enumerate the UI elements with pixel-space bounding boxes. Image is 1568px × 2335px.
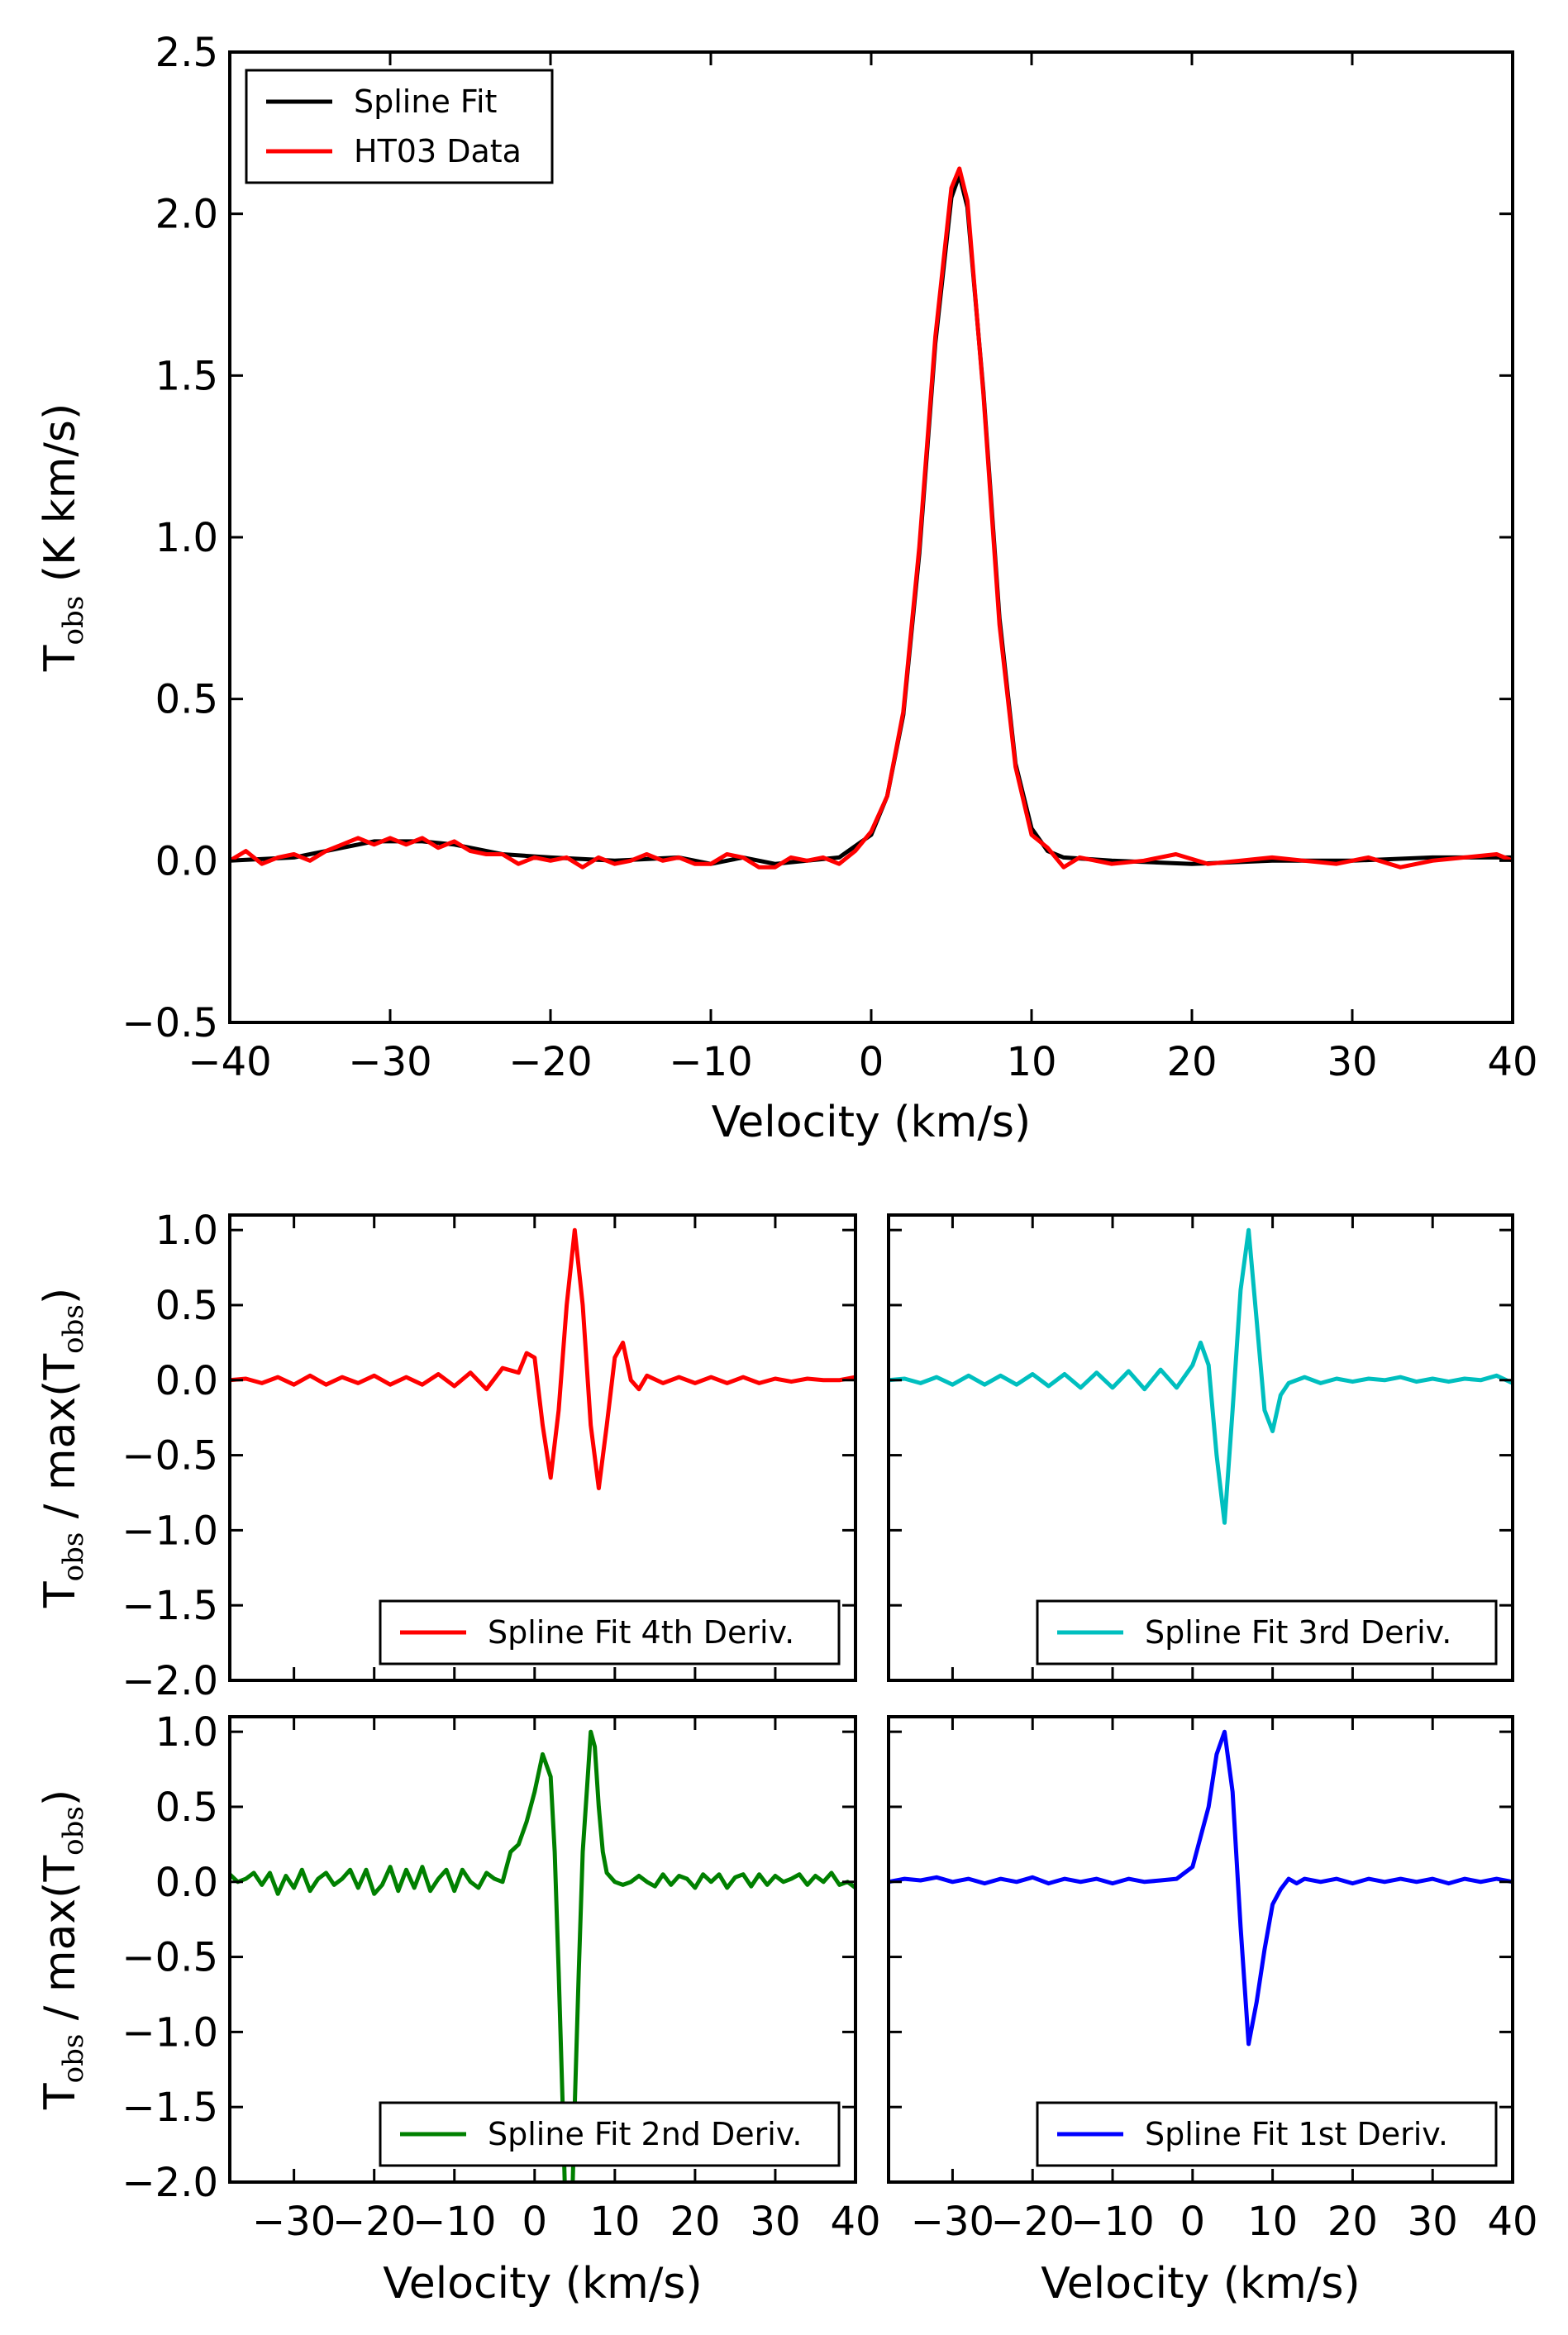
y-axis-title-sub: obs [57,1532,90,1582]
series-line-ht03-data [230,166,1513,870]
x-tick-label: −30 [911,2199,994,2245]
x-axis-title: Velocity (km/s) [383,2259,702,2309]
legend-label: Spline Fit [354,83,497,120]
x-tick-label: −10 [1070,2199,1154,2245]
y-axis-title-prefix: T [36,645,85,672]
y-tick-label: −0.5 [122,1433,218,1480]
y-tick-label: −1.0 [122,2009,218,2056]
panel-3: Spline Fit 3rd Deriv. [887,1213,1514,1682]
x-tick-label: 40 [830,2199,880,2245]
plot-frame [228,1715,857,2184]
plot-frame [228,50,1514,1024]
panel-4: −2.0 −1.5 −1.0 −0.5 0.0 0.5 1.0 −30−20−10 0 10 20 3… [36,1709,881,2309]
series-line-spline-fit-1st-deriv- [889,1729,1513,2047]
series-line-spline-fit-4th-deriv- [230,1227,855,1490]
y-axis-title-mid: / max(T [36,1856,85,2034]
x-axis-title: Velocity (km/s) [1041,2259,1360,2309]
x-tick-label: 10 [589,2199,640,2245]
y-axis-title: Tobs (K km/s) [36,403,90,673]
x-tick-label: −30 [252,2199,336,2245]
x-tick-label: 0 [859,1039,884,1085]
panel-5: −30−20−10 0 10 20 30 40 Velocity (km/s) Spline … [887,1715,1538,2309]
legend: Spline Fit 1st Deriv. [1036,2101,1498,2167]
panel-1: −0.5 0.0 0.5 1.0 1.5 2.0 2.5 −40 −30 −20 −10 0 10 20 3… [36,30,1538,1147]
legend: Spline Fit 3rd Deriv. [1036,1599,1498,1665]
y-tick-label: 0.5 [155,1785,218,1831]
y-axis-title: Tobs / max(Tobs) [36,1288,90,1608]
y-tick-label: −1.5 [122,2085,218,2131]
plot-frame [887,1715,1514,2184]
x-tick-label: −10 [412,2199,496,2245]
x-tick-label: −20 [508,1039,592,1085]
x-tick-label: −40 [188,1039,271,1085]
y-tick-label: 1.0 [155,1709,218,1756]
x-tick-label: 40 [1487,2199,1537,2245]
legend-label: Spline Fit 4th Deriv. [488,1614,794,1651]
y-tick-label: −2.0 [122,1658,218,1704]
x-tick-label: 10 [1006,1039,1056,1085]
x-tick-label: −20 [332,2199,416,2245]
x-tick-label: −30 [348,1039,431,1085]
x-tick-label: 0 [1180,2199,1206,2245]
y-axis-title-suffix: (K km/s) [36,403,85,596]
series-line-spline-fit [230,173,1513,866]
y-axis-title-sub: obs [57,596,90,646]
y-tick-label: 2.0 [155,192,218,238]
x-tick-label: 0 [522,2199,548,2245]
legend: Spline Fit 4th Deriv. [379,1599,841,1665]
y-axis-title: Tobs / max(Tobs) [36,1789,90,2110]
y-axis-title-sub: obs [57,2034,90,2084]
x-axis-title: Velocity (km/s) [712,1098,1031,1147]
legend-label: Spline Fit 1st Deriv. [1145,2116,1448,2152]
x-tick-label: 40 [1487,1039,1537,1085]
y-axis-title-sub2: obs [57,1806,90,1856]
plot-frame [887,1213,1514,1682]
y-tick-label: 1.5 [155,353,218,399]
y-tick-label: 1.0 [155,515,218,561]
y-tick-label: 1.0 [155,1208,218,1254]
y-tick-label: 0.5 [155,1283,218,1329]
x-tick-label: 30 [1327,1039,1377,1085]
y-tick-label: −0.5 [122,1935,218,1981]
legend-label: HT03 Data [354,133,522,169]
x-tick-label: 30 [1408,2199,1458,2245]
y-axis-title-prefix: T [36,2083,85,2110]
y-tick-label: 0.0 [155,1358,218,1404]
x-tick-label: −20 [991,2199,1075,2245]
y-tick-label: −1.5 [122,1583,218,1629]
legend-box [245,69,554,184]
x-tick-label: −10 [669,1039,752,1085]
x-tick-label: 20 [1166,1039,1217,1085]
y-axis-title-suffix: ) [36,1288,85,1304]
series-line-spline-fit-2nd-deriv- [230,1729,855,2182]
plot-frame [228,1213,857,1682]
x-tick-label: 10 [1247,2199,1298,2245]
legend: Spline Fit 2nd Deriv. [379,2101,841,2167]
y-tick-label: 0.0 [155,1860,218,1906]
y-axis-title-mid: / max(T [36,1354,85,1532]
y-axis-title-prefix: T [36,1581,85,1608]
legend: Spline Fit HT03 Data [245,69,554,184]
legend-label: Spline Fit 2nd Deriv. [488,2116,802,2152]
y-axis-title-suffix: ) [36,1789,85,1806]
y-tick-label: −2.0 [122,2160,218,2206]
y-tick-label: −0.5 [122,1000,218,1046]
y-tick-label: 0.5 [155,677,218,723]
y-tick-label: 2.5 [155,30,218,76]
y-tick-label: 0.0 [155,838,218,884]
x-tick-label: 20 [1327,2199,1378,2245]
y-axis-title-sub2: obs [57,1304,90,1354]
y-tick-label: −1.0 [122,1508,218,1554]
x-tick-label: 20 [670,2199,720,2245]
panel-2: −2.0 −1.5 −1.0 −0.5 0.0 0.5 1.0 Tobs / max(Tobs… [36,1208,857,1704]
x-tick-label: 30 [750,2199,800,2245]
legend-label: Spline Fit 3rd Deriv. [1145,1614,1451,1651]
series-line-spline-fit-3rd-deriv- [889,1227,1513,1525]
